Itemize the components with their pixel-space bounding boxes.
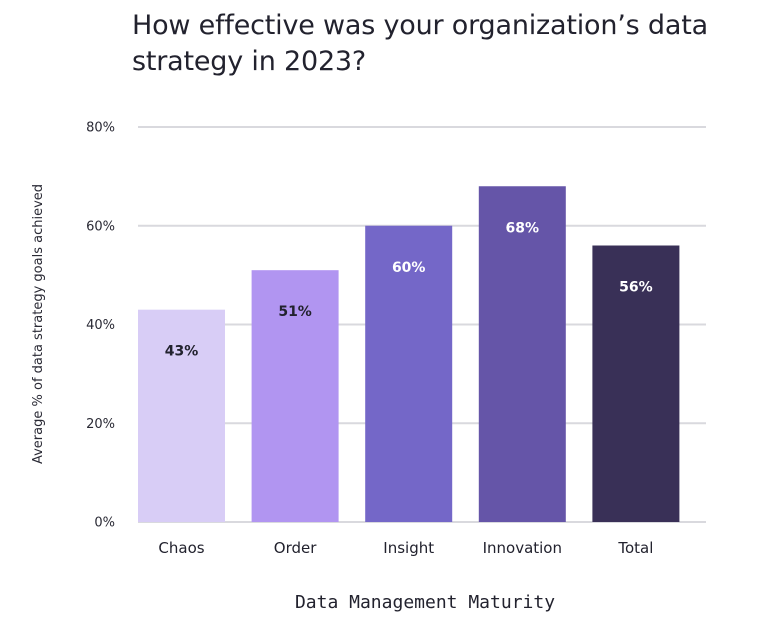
value-label-chaos: 43% xyxy=(165,344,199,360)
bars xyxy=(138,186,680,522)
x-tick-label-order: Order xyxy=(274,539,317,557)
y-axis-title: Average % of data strategy goals achieve… xyxy=(31,184,46,464)
value-label-insight: 60% xyxy=(392,260,426,276)
value-labels: 43% 51% 60% 68% 56% xyxy=(165,220,653,359)
chart-title: How effective was your organization’s da… xyxy=(132,10,708,77)
x-tick-label-insight: Insight xyxy=(383,539,434,557)
bar-order xyxy=(251,270,339,522)
x-tick-label-chaos: Chaos xyxy=(158,539,204,557)
y-tick-label: 40% xyxy=(86,318,115,333)
y-tick-label: 60% xyxy=(86,219,115,234)
x-axis-ticks: Chaos Order Insight Innovation Total xyxy=(158,539,653,557)
y-tick-label: 0% xyxy=(94,516,115,531)
bar-total xyxy=(592,245,680,522)
value-label-total: 56% xyxy=(619,280,653,296)
bar-insight xyxy=(365,225,453,522)
value-label-innovation: 68% xyxy=(506,220,540,236)
bar-chaos xyxy=(138,309,225,522)
y-axis-ticks: 0% 20% 40% 60% 80% xyxy=(86,121,115,531)
x-tick-label-total: Total xyxy=(617,539,653,557)
bar-innovation xyxy=(478,186,566,522)
x-tick-label-innovation: Innovation xyxy=(483,539,562,557)
x-axis-title: Data Management Maturity xyxy=(295,592,555,613)
y-tick-label: 20% xyxy=(86,417,115,432)
y-tick-label: 80% xyxy=(86,121,115,136)
value-label-order: 51% xyxy=(278,304,312,320)
